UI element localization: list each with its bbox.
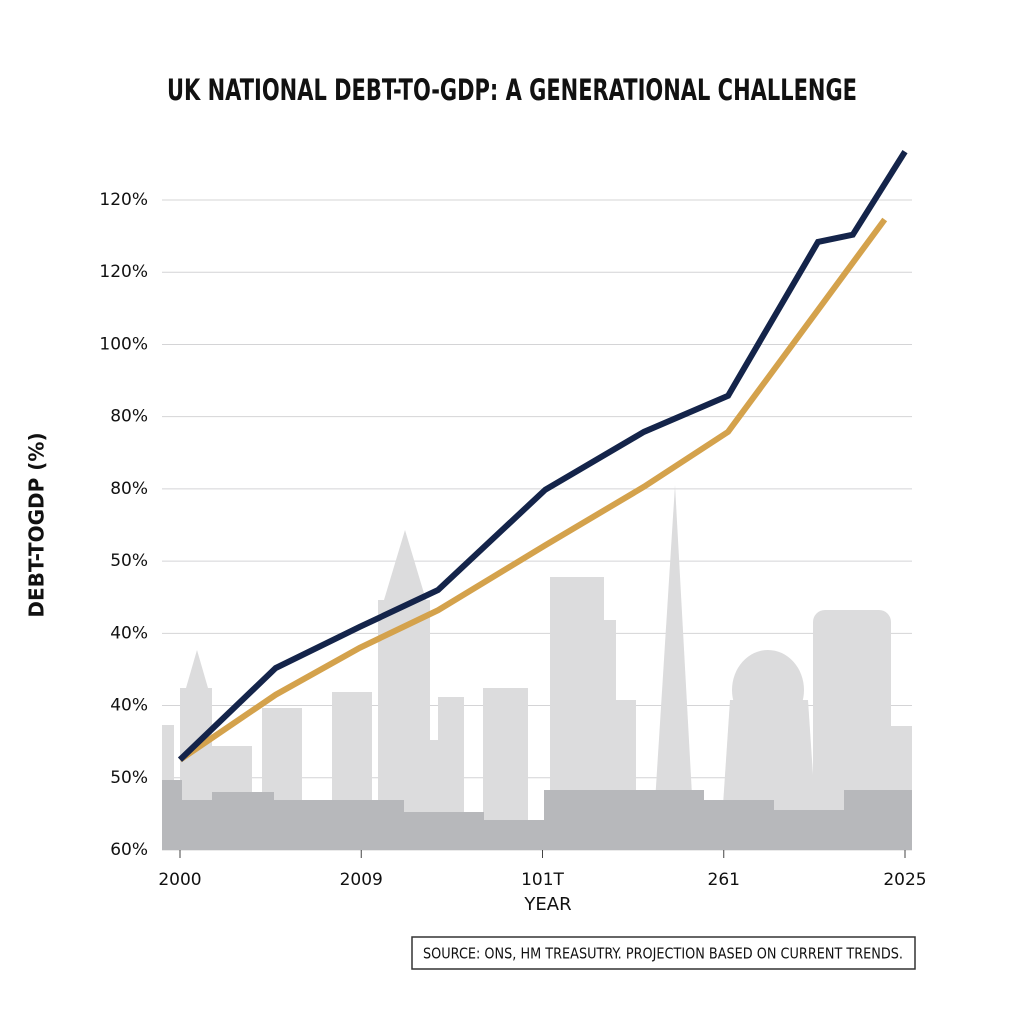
data-line <box>177 150 908 762</box>
x-tick-label: 261 <box>708 870 740 890</box>
x-tick-label: 2025 <box>883 870 926 890</box>
y-axis-label: DEBT-TOGDP (%) <box>25 432 49 617</box>
source-note: SOURCE: ONS, HM TREASUTRY. PROJECTION BA… <box>423 945 903 963</box>
y-tick-label: 120% <box>99 190 148 210</box>
x-tick-label: 101T <box>521 870 564 890</box>
y-tick-label: 100% <box>99 334 148 354</box>
y-tick-label: 40% <box>110 623 148 643</box>
skyline-front <box>162 780 912 850</box>
chart-title: UK NATIONAL DEBT-TO-GDP: A GENERATIONAL … <box>167 73 857 107</box>
y-tick-label: 60% <box>110 840 148 860</box>
x-tick-label: 2000 <box>158 870 201 890</box>
y-tick-label: 80% <box>110 407 148 427</box>
x-axis-label: YEAR <box>523 894 571 915</box>
y-tick-label: 50% <box>110 768 148 788</box>
x-tick-label: 2009 <box>340 870 383 890</box>
data-line <box>178 217 888 763</box>
note-box <box>411 936 916 970</box>
y-tick-label: 80% <box>110 479 148 499</box>
y-tick-label: 120% <box>99 262 148 282</box>
y-tick-label: 50% <box>110 551 148 571</box>
y-tick-label: 40% <box>110 696 148 716</box>
